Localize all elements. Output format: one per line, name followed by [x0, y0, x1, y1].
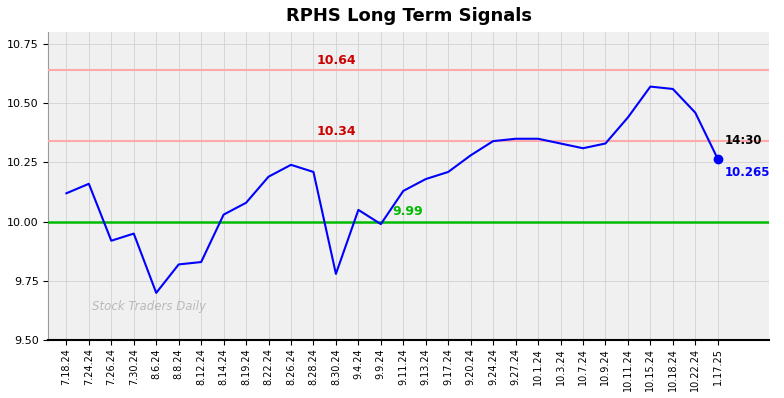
Text: 14:30: 14:30 — [724, 134, 762, 147]
Text: 10.265: 10.265 — [724, 166, 770, 179]
Title: RPHS Long Term Signals: RPHS Long Term Signals — [286, 7, 532, 25]
Text: 10.34: 10.34 — [316, 125, 356, 138]
Text: 9.99: 9.99 — [392, 205, 423, 218]
Text: 10.64: 10.64 — [316, 54, 356, 67]
Text: Stock Traders Daily: Stock Traders Daily — [92, 300, 205, 312]
